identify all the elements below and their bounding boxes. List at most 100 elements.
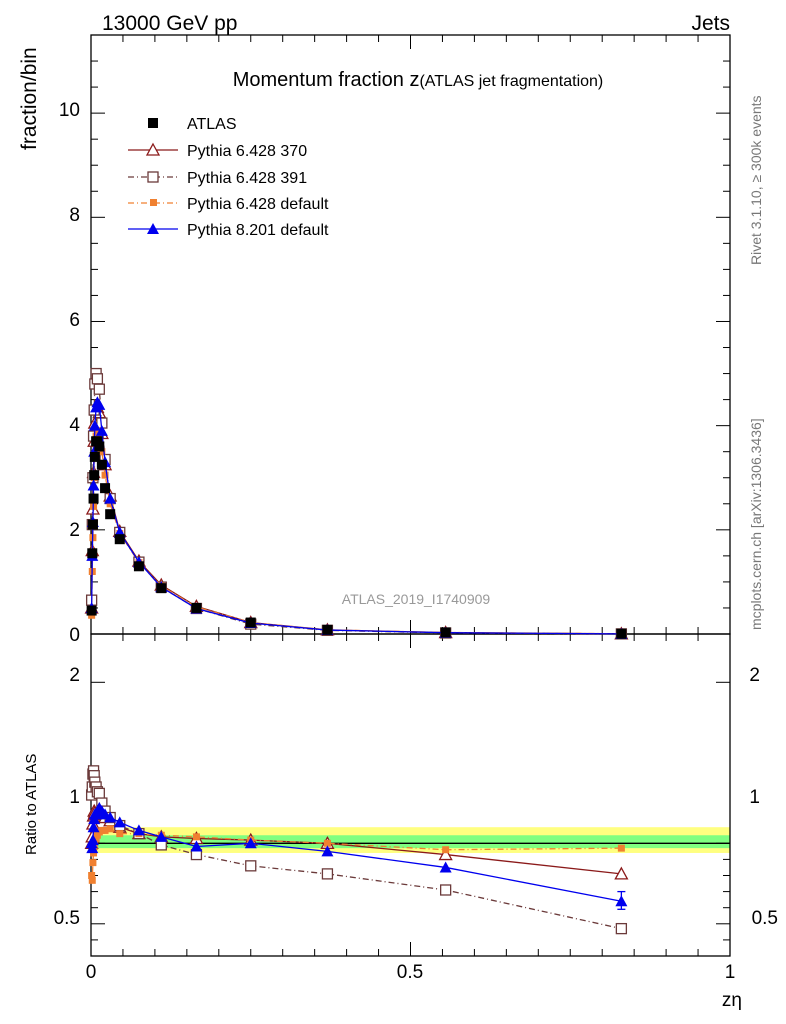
data-point xyxy=(89,451,100,462)
data-point xyxy=(244,837,257,849)
data-point xyxy=(132,824,145,836)
ratio-y-tick-label: 1 xyxy=(749,787,760,808)
data-point xyxy=(94,441,105,452)
analysis-id: ATLAS_2019_I1740909 xyxy=(342,591,491,607)
data-point xyxy=(321,868,334,880)
data-point xyxy=(98,448,106,456)
data-point xyxy=(93,787,105,800)
ratio-y-tick-label: 0.5 xyxy=(752,908,778,929)
data-point xyxy=(87,479,100,491)
data-point xyxy=(88,419,101,431)
legend-marker xyxy=(145,142,161,156)
chart-title-main: Momentum fraction z xyxy=(233,69,420,91)
legend-marker xyxy=(147,171,159,183)
data-point xyxy=(88,872,96,879)
data-point xyxy=(88,493,99,504)
data-point xyxy=(93,383,105,395)
data-point xyxy=(100,483,111,494)
main-y-tick-labels: 0 2 4 6 8 10 xyxy=(59,100,81,646)
main-y-tick-label: 2 xyxy=(69,520,80,541)
data-point xyxy=(87,548,98,559)
data-point xyxy=(440,627,451,638)
data-point xyxy=(95,424,108,436)
ratio-band-inner xyxy=(91,835,730,849)
data-point xyxy=(190,840,203,852)
ratio-y-axis-label: Ratio to ATLAS xyxy=(23,754,40,855)
axis-ticks xyxy=(90,35,731,956)
legend-entry: Pythia 6.428 370 xyxy=(128,142,307,160)
data-point xyxy=(86,605,97,616)
data-point xyxy=(322,624,333,635)
x-tick-label: 0.5 xyxy=(397,962,423,983)
data-point xyxy=(245,860,257,872)
ratio-y-tick-labels: 0.5 1 2 0.5 1 2 xyxy=(54,665,778,929)
data-point xyxy=(116,830,124,838)
data-point xyxy=(101,471,109,479)
data-point xyxy=(191,602,202,613)
x-tick-labels: 0 0.5 1 xyxy=(86,962,736,983)
legend-entry: Pythia 8.201 default xyxy=(128,222,329,239)
ratio-y-tick-label: 0.5 xyxy=(54,908,80,929)
header-right: Jets xyxy=(691,12,730,35)
legend-marker xyxy=(148,118,158,128)
data-point xyxy=(89,470,100,481)
chart-title-sub: (ATLAS jet fragmentation) xyxy=(419,73,603,90)
data-point xyxy=(114,534,125,545)
legend-marker xyxy=(150,199,157,206)
legend-label: ATLAS xyxy=(187,116,237,133)
data-point xyxy=(617,844,625,852)
x-tick-label: 0 xyxy=(86,962,97,983)
data-point xyxy=(106,825,114,833)
data-point xyxy=(156,583,167,594)
legend-label: Pythia 6.428 391 xyxy=(187,170,307,187)
legend: ATLAS Pythia 6.428 370 Pythia 6.428 391 … xyxy=(128,116,329,239)
legend-entry: Pythia 6.428 default xyxy=(128,196,329,213)
data-point xyxy=(88,876,96,884)
legend-label: Pythia 8.201 default xyxy=(187,222,329,239)
data-point xyxy=(104,492,117,504)
data-point xyxy=(438,847,453,861)
plot-layer xyxy=(84,34,731,957)
data-point xyxy=(101,826,109,834)
header-left: 13000 GeV pp xyxy=(102,12,237,35)
ratio-series-line xyxy=(90,806,622,902)
data-point xyxy=(323,839,331,847)
data-point xyxy=(86,834,99,846)
ratio-panel-frame xyxy=(90,633,731,957)
series-0 xyxy=(86,436,627,639)
data-point xyxy=(155,830,168,842)
data-point xyxy=(439,884,452,896)
data-point xyxy=(615,922,628,935)
main-y-tick-label: 8 xyxy=(69,205,80,226)
main-y-tick-label: 10 xyxy=(59,100,80,121)
data-point xyxy=(439,861,452,873)
data-point xyxy=(192,833,200,841)
data-point xyxy=(87,519,98,530)
rivet-label: Rivet 3.1.10, ≥ 300k events xyxy=(748,95,764,265)
chart-title: Momentum fraction z(ATLAS jet fragmentat… xyxy=(233,69,604,91)
data-point xyxy=(133,561,144,572)
data-point xyxy=(86,842,99,854)
data-point xyxy=(96,459,107,470)
data-point xyxy=(89,859,97,867)
data-point xyxy=(105,509,116,520)
ratio-y-tick-label: 2 xyxy=(69,665,80,686)
data-point xyxy=(106,500,114,508)
data-point xyxy=(92,436,103,447)
data-point xyxy=(113,816,126,828)
data-point xyxy=(104,811,117,823)
legend-label: Pythia 6.428 default xyxy=(187,196,329,213)
data-point xyxy=(93,398,106,410)
mcplots-label: mcplots.cern.ch [arXiv:1306.3436] xyxy=(748,418,764,630)
main-y-tick-label: 4 xyxy=(69,415,80,436)
data-point xyxy=(91,373,104,385)
data-point xyxy=(321,845,334,857)
ratio-y-tick-label: 1 xyxy=(69,787,80,808)
data-point xyxy=(616,628,627,639)
ratio-series-line xyxy=(90,828,622,881)
legend-entry: Pythia 6.428 391 xyxy=(128,170,307,187)
legend-label: Pythia 6.428 370 xyxy=(187,143,307,160)
y-axis-label: fraction/bin xyxy=(18,47,41,150)
main-y-tick-label: 6 xyxy=(69,310,80,331)
